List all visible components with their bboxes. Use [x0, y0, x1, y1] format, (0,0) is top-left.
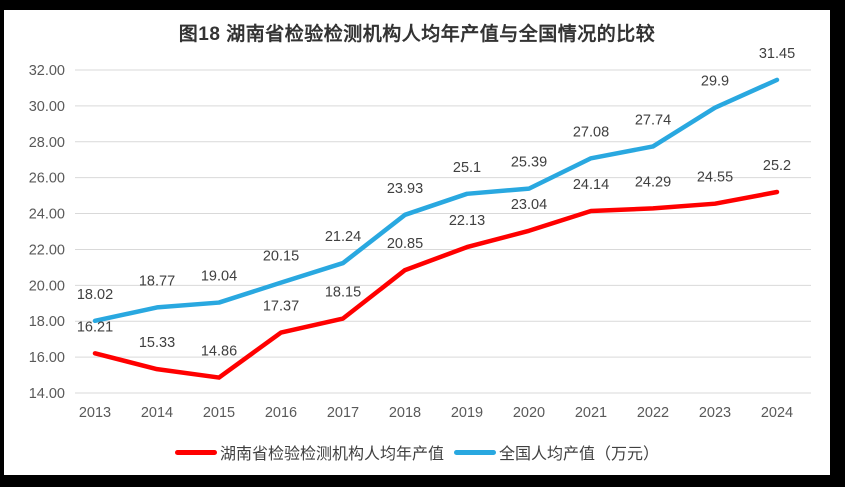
data-label: 18.02: [77, 287, 113, 303]
x-axis-tick-label: 2024: [761, 405, 793, 421]
x-axis-tick-label: 2021: [575, 405, 607, 421]
legend-swatch-line: [454, 449, 496, 455]
legend: 湖南省检验检测机构人均年产值 全国人均产值（万元）: [4, 440, 830, 464]
data-label: 20.15: [263, 249, 299, 265]
x-axis-tick-label: 2022: [637, 405, 669, 421]
data-label: 24.14: [573, 177, 609, 193]
data-label: 25.39: [511, 155, 547, 171]
data-label: 21.24: [325, 229, 361, 245]
y-axis-tick-label: 30.00: [29, 99, 65, 115]
data-label: 16.21: [77, 319, 113, 335]
chart-title: 图18 湖南省检验检测机构人均年产值与全国情况的比较: [178, 24, 656, 45]
legend-swatch-line: [174, 449, 217, 455]
series-line-0: [92, 189, 780, 380]
data-label: 27.08: [573, 124, 609, 140]
x-axis-tick-label: 2014: [141, 405, 173, 421]
legend-label: 全国人均产值（万元）: [499, 446, 660, 463]
data-label: 18.77: [139, 273, 175, 289]
data-label: 18.15: [325, 285, 361, 301]
data-label: 20.85: [387, 236, 423, 252]
data-label: 17.37: [263, 299, 299, 315]
x-axis-tick-label: 2015: [203, 405, 235, 421]
y-axis-tick-label: 28.00: [29, 135, 65, 151]
legend-item: 湖南省检验检测机构人均年产值: [174, 440, 444, 464]
y-axis-tick-label: 26.00: [29, 171, 65, 187]
data-label: 23.93: [387, 181, 423, 197]
data-label: 19.04: [201, 269, 237, 285]
y-axis-tick-label: 18.00: [29, 314, 65, 330]
series-line-1: [92, 77, 780, 324]
y-axis-tick-label: 22.00: [29, 242, 65, 258]
data-label: 24.55: [697, 170, 733, 186]
x-axis-tick-label: 2016: [265, 405, 297, 421]
x-axis-tick-label: 2019: [451, 405, 483, 421]
data-label: 15.33: [139, 335, 175, 351]
y-axis-tick-label: 14.00: [29, 386, 65, 402]
data-label: 27.74: [635, 112, 671, 128]
data-label: 25.1: [453, 160, 481, 176]
y-axis-tick-label: 20.00: [29, 278, 65, 294]
data-label: 23.04: [511, 197, 547, 213]
line-plot: 32.00 30.00 28.00 26.00 24.00 22.00 20.00 18.00…: [29, 46, 811, 421]
data-label: 31.45: [759, 46, 795, 62]
data-label: 14.86: [201, 344, 237, 360]
x-axis-tick-label: 2023: [699, 405, 731, 421]
data-label: 22.13: [449, 213, 485, 229]
x-axis-tick-label: 2018: [389, 405, 421, 421]
x-axis-tick-label: 2017: [327, 405, 359, 421]
legend-label: 湖南省检验检测机构人均年产值: [219, 446, 444, 463]
data-label: 24.29: [635, 174, 671, 190]
data-label: 29.9: [701, 74, 729, 90]
y-axis-tick-label: 16.00: [29, 350, 65, 366]
legend-item: 全国人均产值（万元）: [454, 440, 659, 464]
x-axis-tick-label: 2020: [513, 405, 545, 421]
y-axis-tick-label: 32.00: [29, 63, 65, 79]
chart-canvas: 图18 湖南省检验检测机构人均年产值与全国情况的比较 32.00 30.00 28.…: [4, 10, 830, 475]
data-label: 25.2: [763, 158, 791, 174]
x-axis-tick-label: 2013: [79, 405, 111, 421]
y-axis-tick-label: 24.00: [29, 207, 65, 223]
